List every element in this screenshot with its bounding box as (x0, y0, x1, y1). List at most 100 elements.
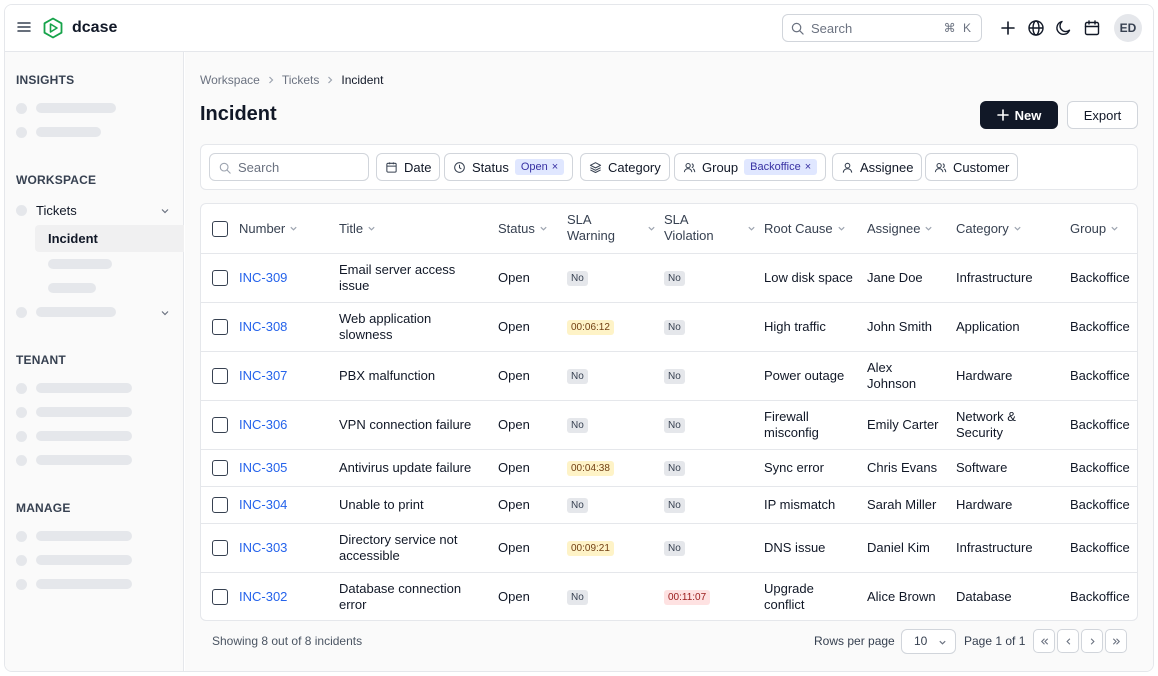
row-checkbox[interactable] (212, 368, 228, 384)
category: Database (956, 572, 1070, 621)
previous-page-button[interactable] (1057, 629, 1079, 653)
plus-icon[interactable] (999, 19, 1017, 37)
column-title[interactable]: Title (339, 204, 498, 253)
column-number[interactable]: Number (239, 204, 339, 253)
row-checkbox[interactable] (212, 417, 228, 433)
breadcrumb-tickets[interactable]: Tickets (282, 73, 320, 87)
group: Backoffice (1070, 449, 1138, 486)
calendar-icon[interactable] (1083, 19, 1101, 37)
incident-number-link[interactable]: INC-303 (239, 540, 287, 555)
filter-customer-label: Customer (953, 160, 1009, 175)
sla-warning-badge: No (567, 369, 588, 384)
incident-number-link[interactable]: INC-308 (239, 319, 287, 334)
first-page-button[interactable] (1033, 629, 1055, 653)
incident-number-link[interactable]: INC-302 (239, 589, 287, 604)
sla-violation-badge: No (664, 498, 685, 513)
table-row[interactable]: INC-302 Database connection error Open N… (201, 572, 1138, 621)
skeleton-dot (16, 307, 27, 318)
skeleton-bar (36, 383, 132, 393)
column-group[interactable]: Group (1070, 204, 1138, 253)
rows-per-page-select[interactable]: 10 (901, 629, 956, 654)
assignee: Alex Johnson (867, 351, 956, 400)
calendar-icon (385, 161, 398, 174)
group-tag-label: Backoffice (750, 161, 801, 173)
hamburger-menu-icon[interactable] (16, 19, 32, 35)
table-row[interactable]: INC-305 Antivirus update failure Open 00… (201, 449, 1138, 486)
search-placeholder: Search (811, 21, 852, 36)
moon-icon[interactable] (1055, 19, 1073, 37)
export-button[interactable]: Export (1067, 101, 1138, 129)
globe-icon[interactable] (1027, 19, 1045, 37)
filter-group-label: Group (702, 160, 738, 175)
column-category[interactable]: Category (956, 204, 1070, 253)
root-cause: Power outage (764, 351, 867, 400)
column-label: Status (498, 221, 535, 236)
category: Infrastructure (956, 523, 1070, 572)
chevron-down-icon (289, 224, 298, 233)
column-assignee[interactable]: Assignee (867, 204, 956, 253)
showing-count: Showing 8 out of 8 incidents (212, 634, 362, 648)
chevron-down-icon (747, 224, 756, 233)
column-root-cause[interactable]: Root Cause (764, 204, 867, 253)
category: Application (956, 302, 1070, 351)
incident-number-link[interactable]: INC-304 (239, 497, 287, 512)
column-label: Number (239, 221, 285, 236)
row-checkbox[interactable] (212, 589, 228, 605)
sidebar-item-tickets[interactable]: Tickets (36, 203, 77, 218)
column-label: SLA Violation (664, 212, 719, 244)
global-search-input[interactable]: Search ⌘ K (782, 14, 982, 42)
filter-assignee[interactable]: Assignee (832, 153, 922, 181)
table-row[interactable]: INC-306 VPN connection failure Open No N… (201, 400, 1138, 449)
assignee: Alice Brown (867, 572, 956, 621)
top-bar: dcase Search ⌘ K ED (5, 5, 1154, 52)
skeleton-dot (16, 103, 27, 114)
remove-status-tag-icon[interactable]: × (552, 161, 558, 173)
column-label: Title (339, 221, 363, 236)
category: Infrastructure (956, 253, 1070, 302)
incident-title: Antivirus update failure (339, 449, 498, 486)
breadcrumb-workspace[interactable]: Workspace (200, 73, 260, 87)
row-checkbox[interactable] (212, 270, 228, 286)
filter-search-input[interactable]: Search (209, 153, 369, 181)
row-checkbox[interactable] (212, 319, 228, 335)
filter-assignee-label: Assignee (860, 160, 913, 175)
sidebar-item-incident[interactable]: Incident (48, 231, 98, 246)
skeleton-bar (36, 431, 132, 441)
chevron-right-icon (325, 75, 335, 85)
incident-number-link[interactable]: INC-306 (239, 417, 287, 432)
filter-customer[interactable]: Customer (925, 153, 1018, 181)
remove-group-tag-icon[interactable]: × (805, 161, 811, 173)
incident-number-link[interactable]: INC-305 (239, 460, 287, 475)
skeleton-dot (16, 579, 27, 590)
search-shortcut: ⌘ K (944, 21, 973, 35)
table-row[interactable]: INC-309 Email server access issue Open N… (201, 253, 1138, 302)
filter-status[interactable]: Status Open × (444, 153, 573, 181)
table-row[interactable]: INC-308 Web application slowness Open 00… (201, 302, 1138, 351)
column-sla-warning[interactable]: SLA Warning (567, 204, 664, 253)
incident-number-link[interactable]: INC-309 (239, 270, 287, 285)
incident-number-link[interactable]: INC-307 (239, 368, 287, 383)
new-button[interactable]: New (980, 101, 1058, 129)
filter-category[interactable]: Category (580, 153, 670, 181)
user-avatar[interactable]: ED (1114, 14, 1142, 42)
next-page-button[interactable] (1081, 629, 1103, 653)
row-checkbox[interactable] (212, 540, 228, 556)
table-row[interactable]: INC-303 Directory service not accessible… (201, 523, 1138, 572)
column-sla-violation[interactable]: SLA Violation (664, 204, 764, 253)
filter-group[interactable]: Group Backoffice × (674, 153, 826, 181)
row-checkbox[interactable] (212, 460, 228, 476)
last-page-button[interactable] (1105, 629, 1127, 653)
select-all-checkbox[interactable] (212, 221, 228, 237)
column-status[interactable]: Status (498, 204, 567, 253)
assignee: Sarah Miller (867, 486, 956, 523)
chevron-down-icon[interactable] (160, 308, 170, 318)
filter-date[interactable]: Date (376, 153, 440, 181)
table-row[interactable]: INC-304 Unable to print Open No No IP mi… (201, 486, 1138, 523)
group: Backoffice (1070, 523, 1138, 572)
chevron-left-icon (1063, 636, 1074, 647)
chevron-down-icon[interactable] (160, 206, 170, 216)
search-icon (219, 162, 231, 174)
assignee: Emily Carter (867, 400, 956, 449)
row-checkbox[interactable] (212, 497, 228, 513)
table-row[interactable]: INC-307 PBX malfunction Open No No Power… (201, 351, 1138, 400)
